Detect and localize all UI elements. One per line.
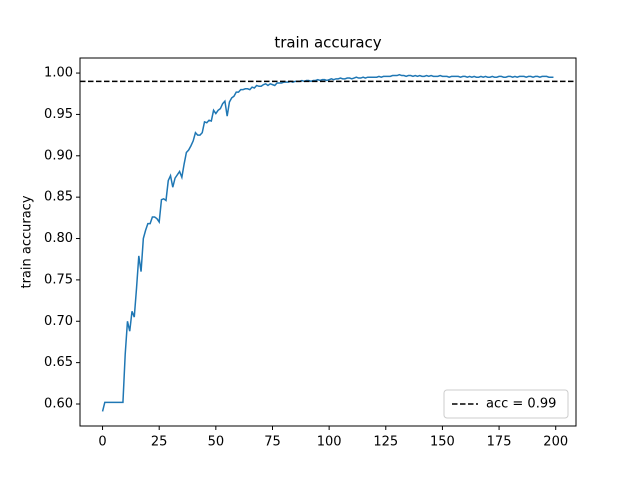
y-tick-label: 1.00 [44,66,73,81]
chart-title: train accuracy [274,34,381,52]
x-tick-label: 25 [151,435,168,450]
legend-box [443,389,569,419]
x-tick-label: 75 [264,435,281,450]
y-axis-label: train accuracy [20,195,35,288]
plot-frame [79,57,577,427]
x-tick-label: 150 [430,435,455,450]
x-tick-label: 175 [487,435,512,450]
x-tick-label: 100 [317,435,342,450]
y-tick-label: 0.75 [44,272,73,287]
y-tick-label: 0.95 [44,107,73,122]
x-tick-label: 200 [543,435,568,450]
y-tick-label: 0.85 [44,190,73,205]
data-line [101,73,554,412]
y-tick-label: 0.80 [44,231,73,246]
legend-label: acc = 0.99 [486,397,556,412]
y-tick-label: 0.70 [44,314,73,329]
x-tick-label: 50 [208,435,225,450]
x-tick-label: 125 [373,435,398,450]
x-tick-label: 0 [98,435,106,450]
y-tick-label: 0.60 [44,396,73,411]
y-tick-label: 0.90 [44,148,73,163]
y-tick-label: 0.65 [44,355,73,370]
